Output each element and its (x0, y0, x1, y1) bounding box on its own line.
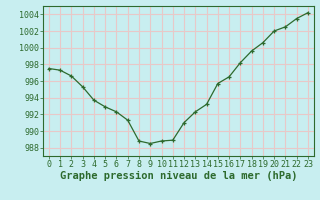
X-axis label: Graphe pression niveau de la mer (hPa): Graphe pression niveau de la mer (hPa) (60, 171, 297, 181)
